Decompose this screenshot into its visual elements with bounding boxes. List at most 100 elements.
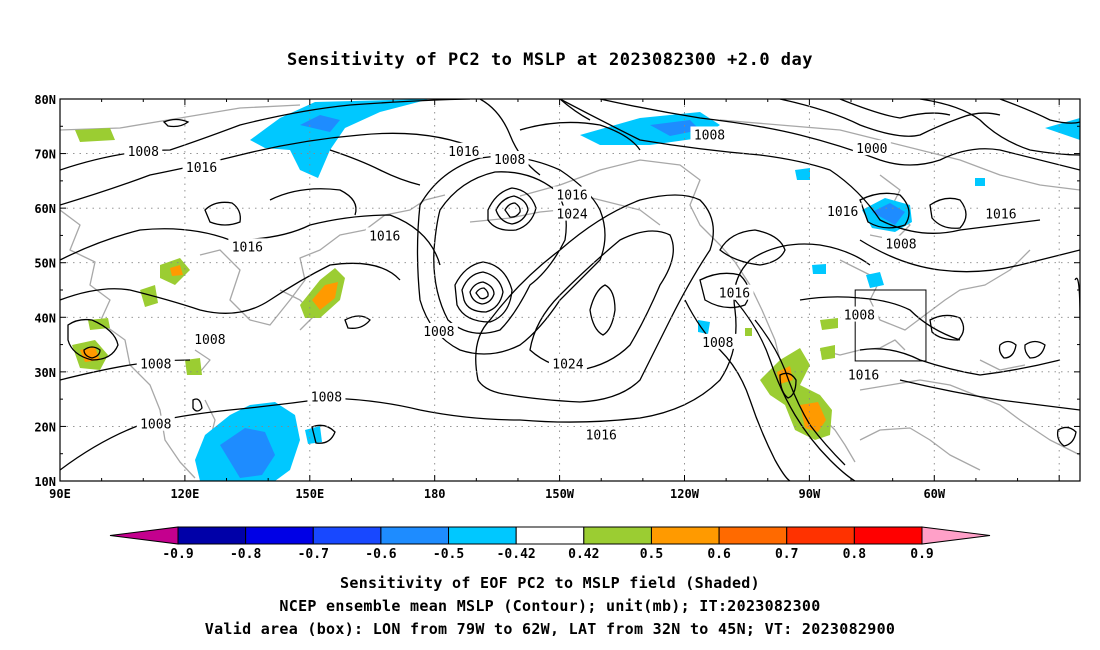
contour-label-bg [852, 140, 891, 156]
contour-label-bg [715, 284, 754, 300]
colorbar-label: 0.5 [640, 547, 663, 562]
contour-label-bg [228, 238, 267, 254]
caption-line-3: Valid area (box): LON from 79W to 62W, L… [204, 620, 896, 638]
colorbar-swatch [380, 526, 450, 545]
colorbar-swatch [853, 526, 923, 545]
colorbar-swatch [650, 526, 720, 545]
contour-label: 1016 [369, 229, 400, 244]
contour-label-bg [136, 415, 175, 431]
contour-label: 1016 [719, 287, 750, 302]
contour-label: 1008 [128, 145, 159, 160]
contour-label: 1016 [186, 161, 217, 176]
contour-label: 1008 [844, 309, 875, 324]
valid-area-box [854, 289, 927, 362]
contour-label-bg [548, 355, 587, 371]
axes: 90E 120E 150E 180 150W 120W 90W 60W 80N 70N 60N 50N… [34, 93, 1080, 501]
contour-label: 1016 [848, 369, 879, 384]
lon-label: 120E [170, 487, 199, 501]
colorbar-swatch [177, 526, 247, 545]
colorbar-triangle-low [109, 526, 179, 545]
colorbar-label: -0.5 [433, 547, 464, 562]
lon-label: 120W [670, 487, 700, 501]
contour-label: 1008 [885, 238, 916, 253]
contour-label: 1008 [140, 418, 171, 433]
contour-label: 1024 [552, 358, 583, 373]
shade-positive [745, 328, 752, 336]
lat-label: 40N [34, 311, 56, 325]
contour-label-bg [553, 205, 592, 221]
contour-label: 1008 [311, 390, 342, 405]
lon-label: 150E [295, 487, 324, 501]
shade-positive [312, 282, 338, 310]
shade-negative [580, 112, 720, 145]
contour-label: 1008 [694, 128, 725, 143]
contour-label-bg [124, 142, 163, 158]
contour-label-bg [136, 355, 175, 371]
colorbar-label: -0.6 [365, 547, 396, 562]
contour-label: 1016 [586, 429, 617, 444]
contour-label-bg [419, 322, 458, 338]
shade-negative [866, 272, 884, 288]
colorbar-label: -0.9 [162, 547, 193, 562]
shade-negative [698, 320, 710, 334]
colorbar-label: 0.42 [568, 547, 599, 562]
shade-negative [650, 120, 700, 136]
shade-positive [170, 265, 183, 276]
colorbar-label: 0.9 [910, 547, 933, 562]
shade-positive [820, 345, 835, 360]
contour-label-bg [844, 366, 883, 382]
contour-label-bg [698, 333, 737, 349]
contour-label: 1016 [827, 205, 858, 220]
colorbar-label: -0.8 [230, 547, 261, 562]
contour-label: 1016 [448, 145, 479, 160]
shade-positive [185, 358, 202, 375]
mslp-contours [60, 99, 1080, 481]
contour-label-bg [307, 388, 346, 404]
colorbar-swatch [718, 526, 788, 545]
lon-label: 150W [545, 487, 575, 501]
colorbar-label: -0.7 [298, 547, 329, 562]
lat-label: 50N [34, 257, 56, 271]
contour-label-bg [553, 186, 592, 202]
contour-label: 1008 [140, 358, 171, 373]
lon-label: 180 [424, 487, 446, 501]
colorbar-swatch [448, 526, 517, 545]
colorbar: -0.9 -0.8 -0.7 -0.6 -0.5 -0.42 0.42 0.5 0.6 0.7 0.… [109, 526, 991, 562]
contour-label-bg [690, 126, 729, 142]
lat-label: 10N [34, 475, 56, 489]
contour-label: 1016 [232, 240, 263, 255]
shade-positive [820, 318, 838, 330]
colorbar-label: 0.7 [775, 547, 798, 562]
colorbar-swatch [583, 526, 652, 545]
shade-negative [300, 115, 340, 132]
contour-label: 1008 [194, 333, 225, 348]
contour-label: 1008 [494, 153, 525, 168]
gridlines [60, 99, 1080, 481]
contour-label-bg [840, 306, 879, 322]
colorbar-swatch [245, 526, 314, 545]
contour-label: 1008 [702, 336, 733, 351]
shade-positive [75, 128, 115, 142]
shade-negative [812, 264, 826, 274]
caption-line-2: NCEP ensemble mean MSLP (Contour); unit(… [279, 597, 821, 615]
contour-label-bg [190, 331, 229, 347]
contour-label: 1016 [556, 189, 587, 204]
lon-label: 60W [923, 487, 945, 501]
lon-label: 90W [799, 487, 821, 501]
shade-negative [975, 178, 985, 186]
contour-label: 1024 [556, 208, 587, 223]
caption-line-1: Sensitivity of EOF PC2 to MSLP field (Sh… [340, 574, 760, 592]
shade-negative [220, 428, 275, 478]
shaded-sensitivity [72, 99, 1080, 481]
contour-label-bg [444, 142, 483, 158]
contour-label-bg [981, 205, 1020, 221]
lat-label: 80N [34, 93, 56, 107]
colorbar-label: 0.6 [707, 547, 731, 562]
contour-label-bg [490, 151, 529, 167]
contour-labels: 1008 1016 1016 1016 1008 1008 1008 1008 1016 1008… [124, 126, 1020, 444]
lat-label: 20N [34, 420, 56, 434]
chart-title: Sensitivity of PC2 to MSLP at 2023082300… [286, 50, 813, 70]
contour-label-bg [182, 159, 221, 175]
colorbar-label: -0.42 [497, 547, 536, 562]
contour-label: 1016 [985, 208, 1016, 223]
